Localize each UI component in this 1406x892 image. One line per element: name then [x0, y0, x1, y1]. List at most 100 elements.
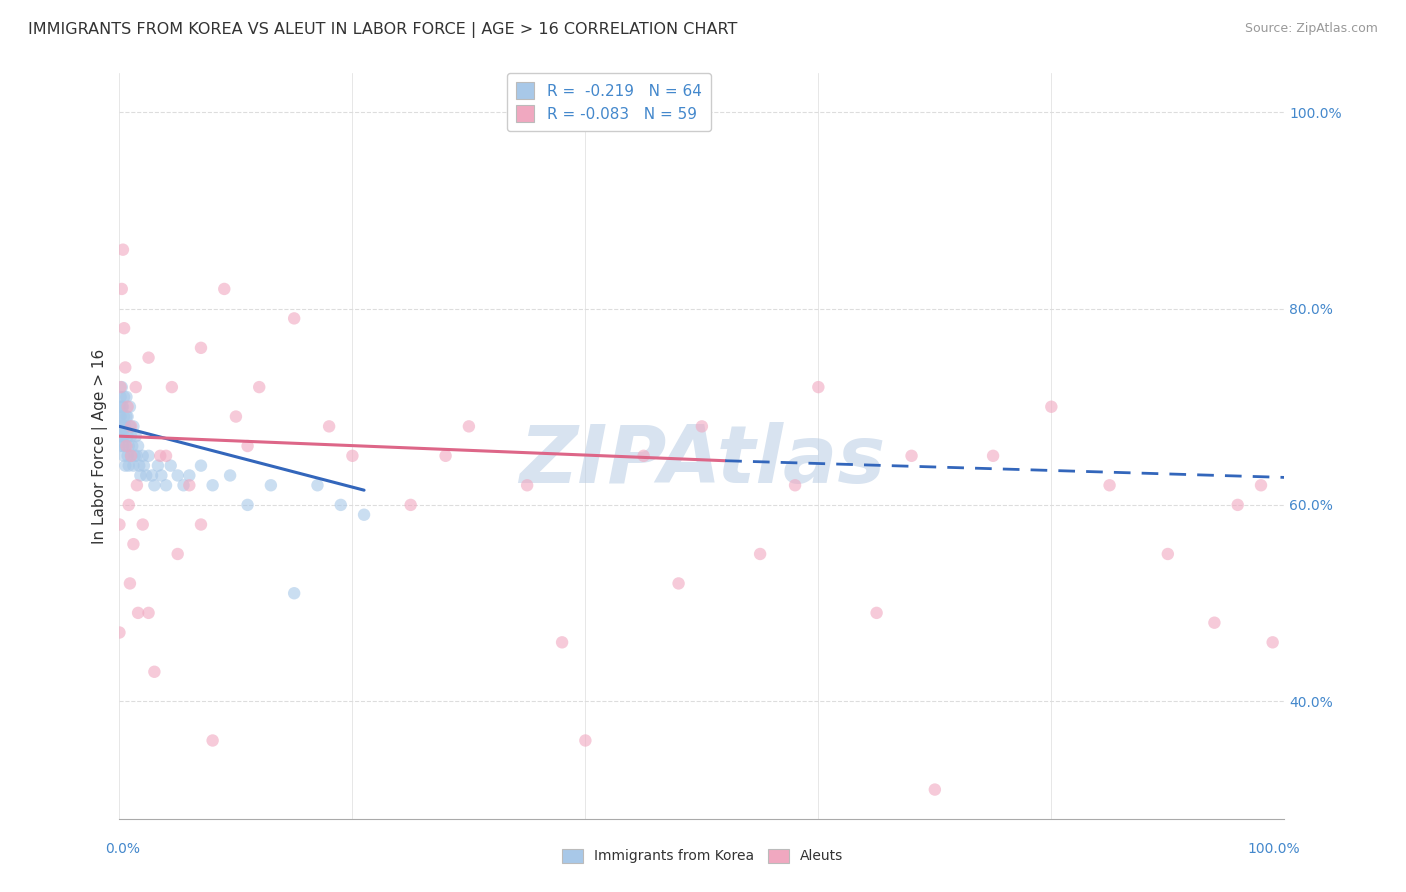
Point — [155, 449, 177, 463]
Point — [129, 468, 152, 483]
Point — [132, 449, 155, 463]
Point — [127, 606, 149, 620]
Point — [143, 478, 166, 492]
Point — [201, 733, 224, 747]
Point — [551, 635, 574, 649]
Point — [120, 419, 142, 434]
Point — [118, 439, 141, 453]
Point — [114, 458, 136, 473]
Point — [117, 429, 139, 443]
Point — [115, 439, 138, 453]
Point — [112, 409, 135, 424]
Point — [190, 341, 212, 355]
Point — [807, 380, 830, 394]
Point — [399, 498, 422, 512]
Point — [122, 419, 145, 434]
Point — [110, 409, 132, 424]
Point — [260, 478, 283, 492]
Point — [924, 782, 946, 797]
Point — [690, 419, 713, 434]
Point — [146, 458, 169, 473]
Text: 0.0%: 0.0% — [105, 842, 141, 856]
Point — [1098, 478, 1121, 492]
Point — [190, 517, 212, 532]
Point — [108, 517, 131, 532]
Point — [150, 468, 173, 483]
Point — [166, 468, 188, 483]
Text: Source: ZipAtlas.com: Source: ZipAtlas.com — [1244, 22, 1378, 36]
Point — [111, 400, 134, 414]
Point — [1040, 400, 1063, 414]
Point — [117, 449, 139, 463]
Point — [135, 468, 157, 483]
Point — [108, 409, 131, 424]
Point — [179, 468, 201, 483]
Point — [1157, 547, 1180, 561]
Point — [132, 458, 155, 473]
Point — [318, 419, 340, 434]
Point — [159, 458, 181, 473]
Point — [865, 606, 887, 620]
Point — [128, 458, 150, 473]
Point — [166, 547, 188, 561]
Point — [342, 449, 364, 463]
Point — [214, 282, 236, 296]
Point — [283, 586, 305, 600]
Point — [114, 439, 136, 453]
Point — [353, 508, 375, 522]
Point — [108, 429, 131, 443]
Point — [110, 380, 132, 394]
Point — [114, 360, 136, 375]
Point — [141, 468, 163, 483]
Point — [125, 478, 148, 492]
Point — [115, 409, 138, 424]
Point — [125, 449, 148, 463]
Point — [1250, 478, 1272, 492]
Point — [179, 478, 201, 492]
Point — [124, 449, 146, 463]
Point — [247, 380, 270, 394]
Point — [120, 449, 142, 463]
Point — [110, 429, 132, 443]
Point — [110, 390, 132, 404]
Point — [900, 449, 922, 463]
Point — [118, 576, 141, 591]
Point — [236, 439, 259, 453]
Point — [112, 429, 135, 443]
Point — [118, 498, 141, 512]
Point — [111, 429, 134, 443]
Point — [111, 419, 134, 434]
Point — [668, 576, 690, 591]
Point — [115, 390, 138, 404]
Point — [219, 468, 242, 483]
Point — [160, 380, 183, 394]
Point — [112, 321, 135, 335]
Point — [121, 439, 143, 453]
Point — [329, 498, 352, 512]
Point — [283, 311, 305, 326]
Point — [307, 478, 329, 492]
Point — [225, 409, 247, 424]
Point — [783, 478, 806, 492]
Point — [143, 665, 166, 679]
Legend: Immigrants from Korea, Aleuts: Immigrants from Korea, Aleuts — [557, 843, 849, 869]
Point — [155, 478, 177, 492]
Point — [111, 400, 134, 414]
Text: ZIPAtlas: ZIPAtlas — [519, 422, 884, 500]
Point — [118, 419, 141, 434]
Point — [434, 449, 457, 463]
Point — [138, 351, 160, 365]
Point — [118, 400, 141, 414]
Point — [111, 439, 134, 453]
Point — [117, 400, 139, 414]
Point — [574, 733, 596, 747]
Point — [190, 458, 212, 473]
Point — [125, 380, 148, 394]
Point — [111, 419, 134, 434]
Point — [120, 449, 142, 463]
Point — [125, 429, 148, 443]
Point — [108, 439, 131, 453]
Point — [236, 498, 259, 512]
Point — [120, 429, 142, 443]
Point — [1204, 615, 1226, 630]
